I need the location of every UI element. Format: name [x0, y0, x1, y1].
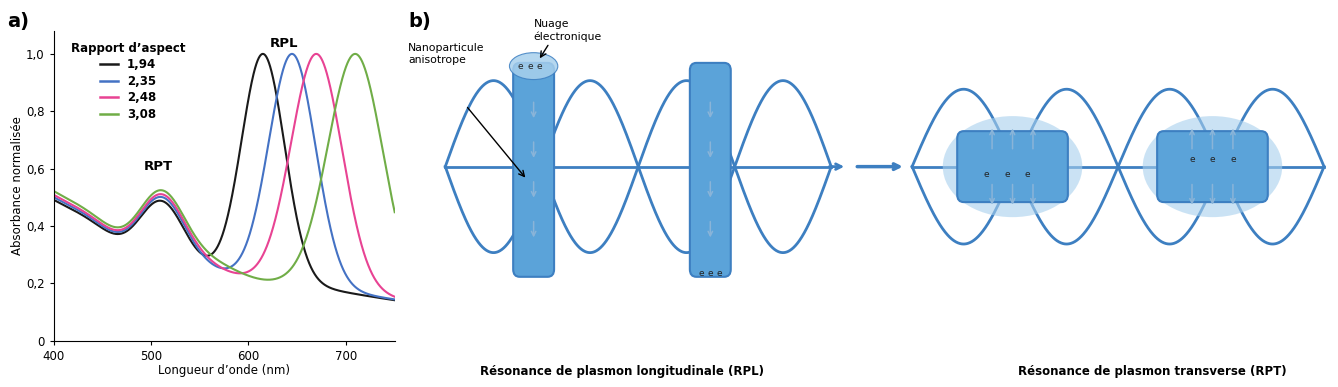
Text: e: e — [518, 62, 523, 70]
Text: e: e — [1025, 170, 1030, 179]
Text: RPL: RPL — [270, 37, 298, 50]
Text: e: e — [1230, 154, 1236, 164]
Text: e: e — [983, 170, 989, 179]
Text: Nanoparticule
anisotrope: Nanoparticule anisotrope — [408, 43, 484, 65]
Text: a): a) — [7, 12, 28, 31]
Text: e: e — [1189, 154, 1195, 164]
Legend: 1,94, 2,35, 2,48, 3,08: 1,94, 2,35, 2,48, 3,08 — [67, 37, 190, 125]
Ellipse shape — [1143, 116, 1282, 217]
FancyBboxPatch shape — [690, 63, 731, 277]
Text: e: e — [537, 62, 542, 70]
Text: e: e — [1210, 154, 1215, 164]
Text: e: e — [717, 269, 723, 278]
FancyBboxPatch shape — [957, 131, 1068, 202]
X-axis label: Longueur d’onde (nm): Longueur d’onde (nm) — [158, 364, 290, 377]
Text: e: e — [698, 269, 704, 278]
Text: RPT: RPT — [145, 160, 174, 173]
Text: b): b) — [408, 12, 431, 31]
Text: Nuage
électronique: Nuage électronique — [534, 19, 602, 41]
Text: e: e — [708, 269, 713, 278]
Text: e: e — [527, 62, 533, 70]
FancyBboxPatch shape — [1157, 131, 1268, 202]
Text: e: e — [1004, 170, 1010, 179]
Ellipse shape — [510, 53, 558, 80]
Ellipse shape — [943, 116, 1082, 217]
FancyBboxPatch shape — [514, 63, 554, 277]
Y-axis label: Absorbance normalisée: Absorbance normalisée — [12, 116, 24, 255]
Text: Résonance de plasmon longitudinale (RPL): Résonance de plasmon longitudinale (RPL) — [480, 365, 764, 378]
Text: Résonance de plasmon transverse (RPT): Résonance de plasmon transverse (RPT) — [1018, 365, 1286, 378]
